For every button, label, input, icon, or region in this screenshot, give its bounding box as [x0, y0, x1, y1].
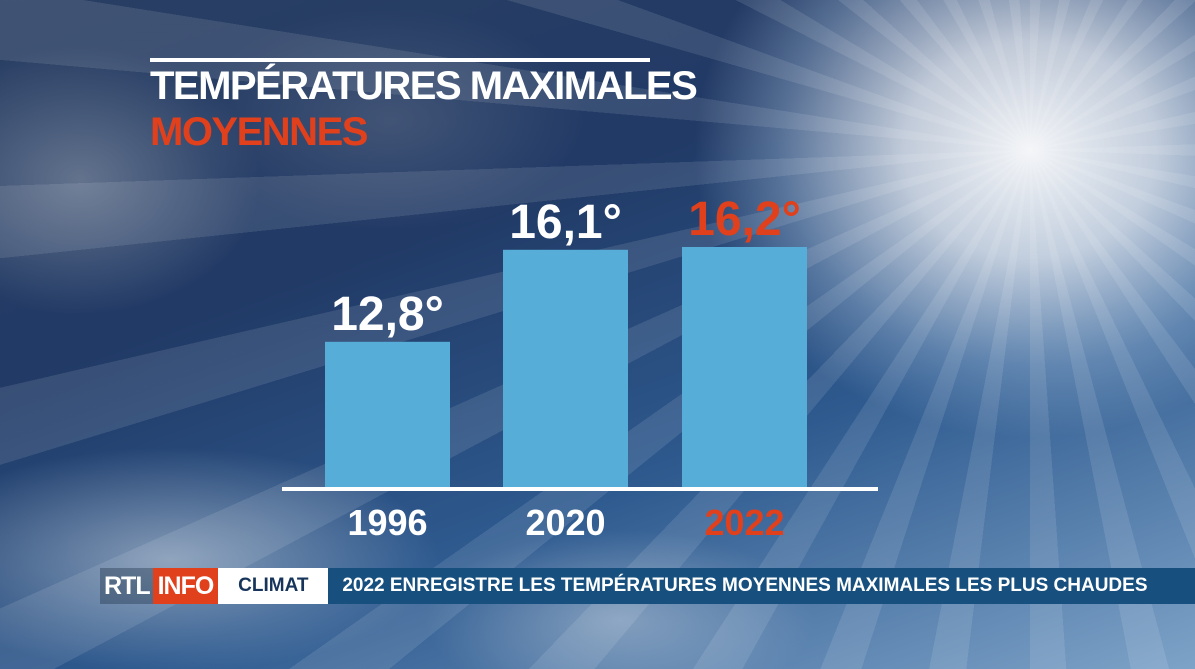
news-ticker: RTL INFO CLIMAT 2022 ENREGISTRE LES TEMP… — [100, 568, 1195, 604]
chart-title-line1: TEMPÉRATURES MAXIMALES — [150, 64, 698, 108]
value-label-2020: 16,1° — [509, 196, 622, 249]
title-rule — [150, 58, 650, 62]
value-label-1996: 12,8° — [331, 288, 444, 341]
ticker-headline: 2022 ENREGISTRE LES TEMPÉRATURES MOYENNE… — [328, 568, 1195, 604]
x-tick-label-1996: 1996 — [347, 502, 427, 543]
logo-info-text: INFO — [152, 568, 219, 604]
x-tick-label-2020: 2020 — [525, 502, 605, 543]
x-axis-line — [282, 487, 878, 491]
chart-title-line2: MOYENNES — [150, 110, 368, 154]
bar-2020 — [503, 249, 628, 487]
ticker-category: CLIMAT — [218, 568, 329, 604]
value-label-2022: 16,2° — [688, 193, 801, 246]
rtl-info-logo: RTL INFO — [100, 568, 219, 604]
x-tick-label-2022: 2022 — [704, 502, 784, 543]
bar-1996 — [325, 341, 450, 487]
bar-2022 — [682, 247, 807, 487]
logo-rtl-text: RTL — [100, 568, 153, 604]
